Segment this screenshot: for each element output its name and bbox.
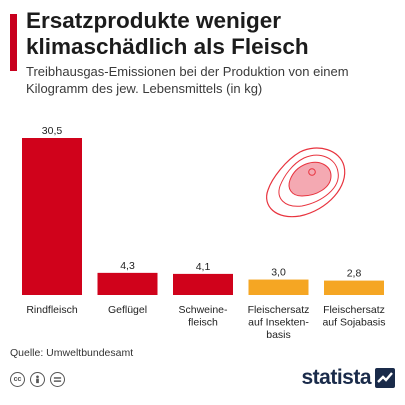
chart-subtitle: Treibhausgas-Emissionen bei der Produkti… bbox=[26, 64, 349, 96]
license-icons: cc bbox=[10, 372, 65, 387]
value-label-2: 4,1 bbox=[196, 261, 211, 273]
value-label-4: 2,8 bbox=[347, 268, 362, 280]
no-derivatives-icon[interactable] bbox=[50, 372, 65, 387]
value-label-1: 4,3 bbox=[120, 260, 135, 272]
statista-logo-text: statista bbox=[301, 366, 371, 389]
value-label-3: 3,0 bbox=[271, 267, 286, 279]
chart-title: Ersatzprodukte weniger klimaschädlich al… bbox=[26, 8, 309, 59]
source-note: Quelle: Umweltbundesamt bbox=[10, 347, 134, 359]
value-label-0: 30,5 bbox=[42, 125, 63, 137]
statista-logo[interactable]: statista bbox=[301, 366, 395, 390]
category-label-4: Fleischersatz auf Sojabasis bbox=[322, 304, 385, 329]
cc-icon[interactable]: cc bbox=[10, 372, 25, 387]
bars-group: 30,5 Rindfleisch 4,3 Geflügel 4,1 Schweine-fl… bbox=[22, 125, 386, 341]
bar-3 bbox=[248, 279, 309, 295]
statista-logo-icon bbox=[375, 368, 395, 388]
bar-2 bbox=[173, 273, 233, 295]
title-accent-bar bbox=[10, 14, 17, 71]
category-label-1: Geflügel bbox=[108, 304, 147, 316]
category-label-3: Fleischersatz auf Insekten-basis bbox=[248, 304, 310, 341]
bar-4 bbox=[324, 280, 384, 295]
attribution-icon[interactable] bbox=[30, 372, 45, 387]
bar-0 bbox=[22, 138, 82, 295]
meat-illustration bbox=[266, 147, 346, 218]
bar-1 bbox=[97, 272, 158, 295]
cc-icon-text: cc bbox=[13, 376, 22, 383]
category-label-0: Rindfleisch bbox=[26, 304, 78, 316]
category-label-2: Schweine-fleisch bbox=[178, 304, 228, 329]
